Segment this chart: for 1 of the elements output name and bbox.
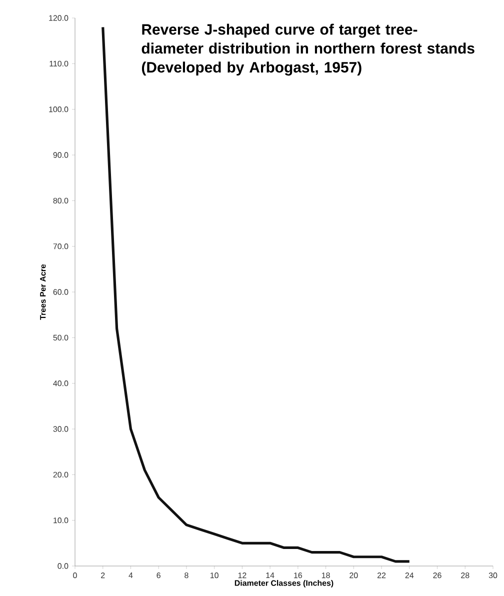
text: Reverse J-shaped curve of target tree-diameter distribution in northern forest stands (Developed by Arbogast, 1957) [142,24,474,76]
